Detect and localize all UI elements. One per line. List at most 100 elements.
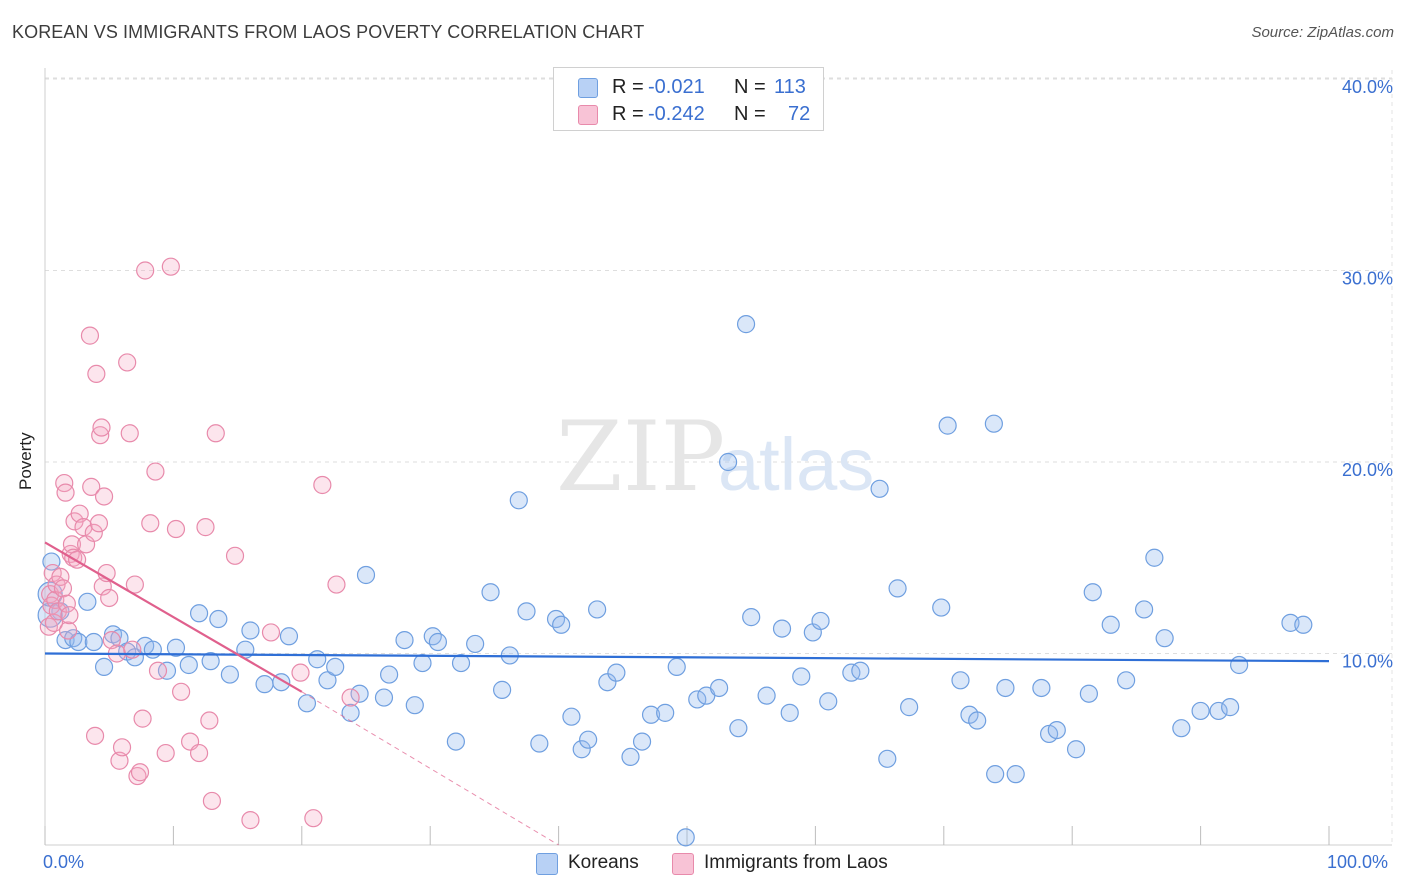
- korean-point: [326, 657, 345, 677]
- y-tick-label: 20.0%: [1342, 460, 1393, 480]
- chart-title: KOREAN VS IMMIGRANTS FROM LAOS POVERTY C…: [12, 22, 645, 42]
- korean-point: [772, 619, 792, 638]
- laos-point: [313, 475, 332, 495]
- korean-point: [94, 657, 114, 677]
- laos-point: [84, 523, 103, 542]
- korean-point: [688, 690, 707, 709]
- legend-n-value: 113: [774, 76, 806, 98]
- korean-point: [297, 694, 317, 713]
- korean-point: [1230, 655, 1249, 675]
- laos-point: [100, 588, 119, 608]
- korean-point: [350, 684, 369, 703]
- korean-point: [530, 734, 549, 753]
- korean-point: [517, 602, 536, 621]
- korean-point: [718, 452, 738, 472]
- laos-point: [118, 353, 137, 372]
- laos-point: [341, 688, 360, 707]
- legend-swatch-koreans: [578, 78, 598, 98]
- laos-point: [94, 487, 114, 506]
- korean-point: [166, 638, 186, 657]
- legend-n-value: 72: [788, 103, 811, 125]
- korean-point: [405, 696, 424, 715]
- legend-swatch-koreans: [536, 853, 558, 875]
- korean-point: [308, 650, 327, 669]
- legend-r-label: R =: [612, 76, 644, 98]
- korean-point: [572, 740, 591, 759]
- korean-point: [1191, 701, 1210, 721]
- korean-point: [493, 680, 512, 699]
- korean-point: [380, 665, 399, 684]
- legend-label-koreans: Koreans: [568, 852, 639, 873]
- korean-point: [546, 609, 566, 629]
- laos-point: [196, 518, 215, 537]
- laos-point: [172, 682, 191, 701]
- korean-point: [69, 632, 88, 652]
- watermark-zip: ZIP: [556, 401, 725, 513]
- korean-point: [579, 730, 598, 749]
- korean-point: [641, 705, 661, 724]
- korean-point: [621, 747, 640, 767]
- korean-point: [374, 688, 394, 707]
- korean-point: [938, 416, 957, 435]
- korean-point: [878, 749, 897, 768]
- korean-point: [656, 703, 675, 722]
- laos-trend-line-extension: [301, 691, 559, 846]
- laos-point: [146, 462, 165, 481]
- laos-point: [156, 743, 175, 763]
- legend-r-value: -0.242: [648, 103, 705, 125]
- korean-point: [900, 698, 919, 717]
- korean-point: [395, 630, 414, 650]
- korean-trend-line: [44, 652, 1330, 663]
- korean-point: [413, 653, 432, 673]
- korean-point: [588, 600, 607, 619]
- korean-point: [1083, 583, 1102, 602]
- korean-point: [1032, 678, 1051, 698]
- korean-point: [742, 608, 761, 627]
- y-tick-label: 30.0%: [1342, 269, 1393, 289]
- laos-point: [202, 791, 222, 811]
- korean-point: [729, 719, 748, 738]
- laos-point: [80, 326, 100, 345]
- korean-point: [84, 632, 103, 652]
- trend-lines: [44, 541, 1330, 846]
- laos-point: [102, 630, 121, 650]
- korean-point: [451, 653, 471, 673]
- korean-point: [466, 634, 485, 654]
- korean-point: [241, 621, 260, 640]
- laos-point: [60, 606, 79, 625]
- korean-point: [481, 583, 500, 602]
- laos-point: [91, 426, 110, 445]
- laos-point: [189, 743, 209, 763]
- korean-point: [356, 565, 376, 585]
- korean-point: [78, 592, 97, 611]
- korean-point: [888, 579, 907, 598]
- laos-point: [148, 661, 168, 680]
- legend-n-label: N =: [734, 76, 766, 98]
- korean-point: [446, 732, 465, 751]
- korean-point: [1155, 629, 1174, 648]
- axes: [44, 68, 1392, 846]
- laos-point: [123, 640, 142, 659]
- korean-point: [341, 703, 360, 722]
- laos-point: [225, 546, 245, 565]
- laos-point: [136, 261, 155, 280]
- korean-point: [851, 661, 870, 680]
- korean-point: [201, 652, 220, 671]
- laos-point: [241, 811, 260, 830]
- korean-point: [780, 703, 799, 722]
- laos-point: [74, 518, 93, 537]
- korean-point: [42, 552, 61, 571]
- korean-point: [552, 615, 571, 634]
- korean-point: [143, 640, 162, 659]
- korean-point: [1079, 684, 1098, 703]
- korean-point: [951, 671, 970, 690]
- laos-point: [85, 726, 105, 745]
- laos-point: [87, 364, 106, 384]
- correlation-legend: R = -0.021 N = 113 R = -0.242 N = 72: [553, 67, 824, 131]
- korean-point: [562, 707, 581, 726]
- korean-point: [255, 675, 274, 694]
- laos-point: [200, 711, 219, 730]
- source-label: Source: ZipAtlas.com: [1251, 24, 1394, 41]
- laos-point: [110, 751, 129, 770]
- laos-point: [120, 424, 139, 443]
